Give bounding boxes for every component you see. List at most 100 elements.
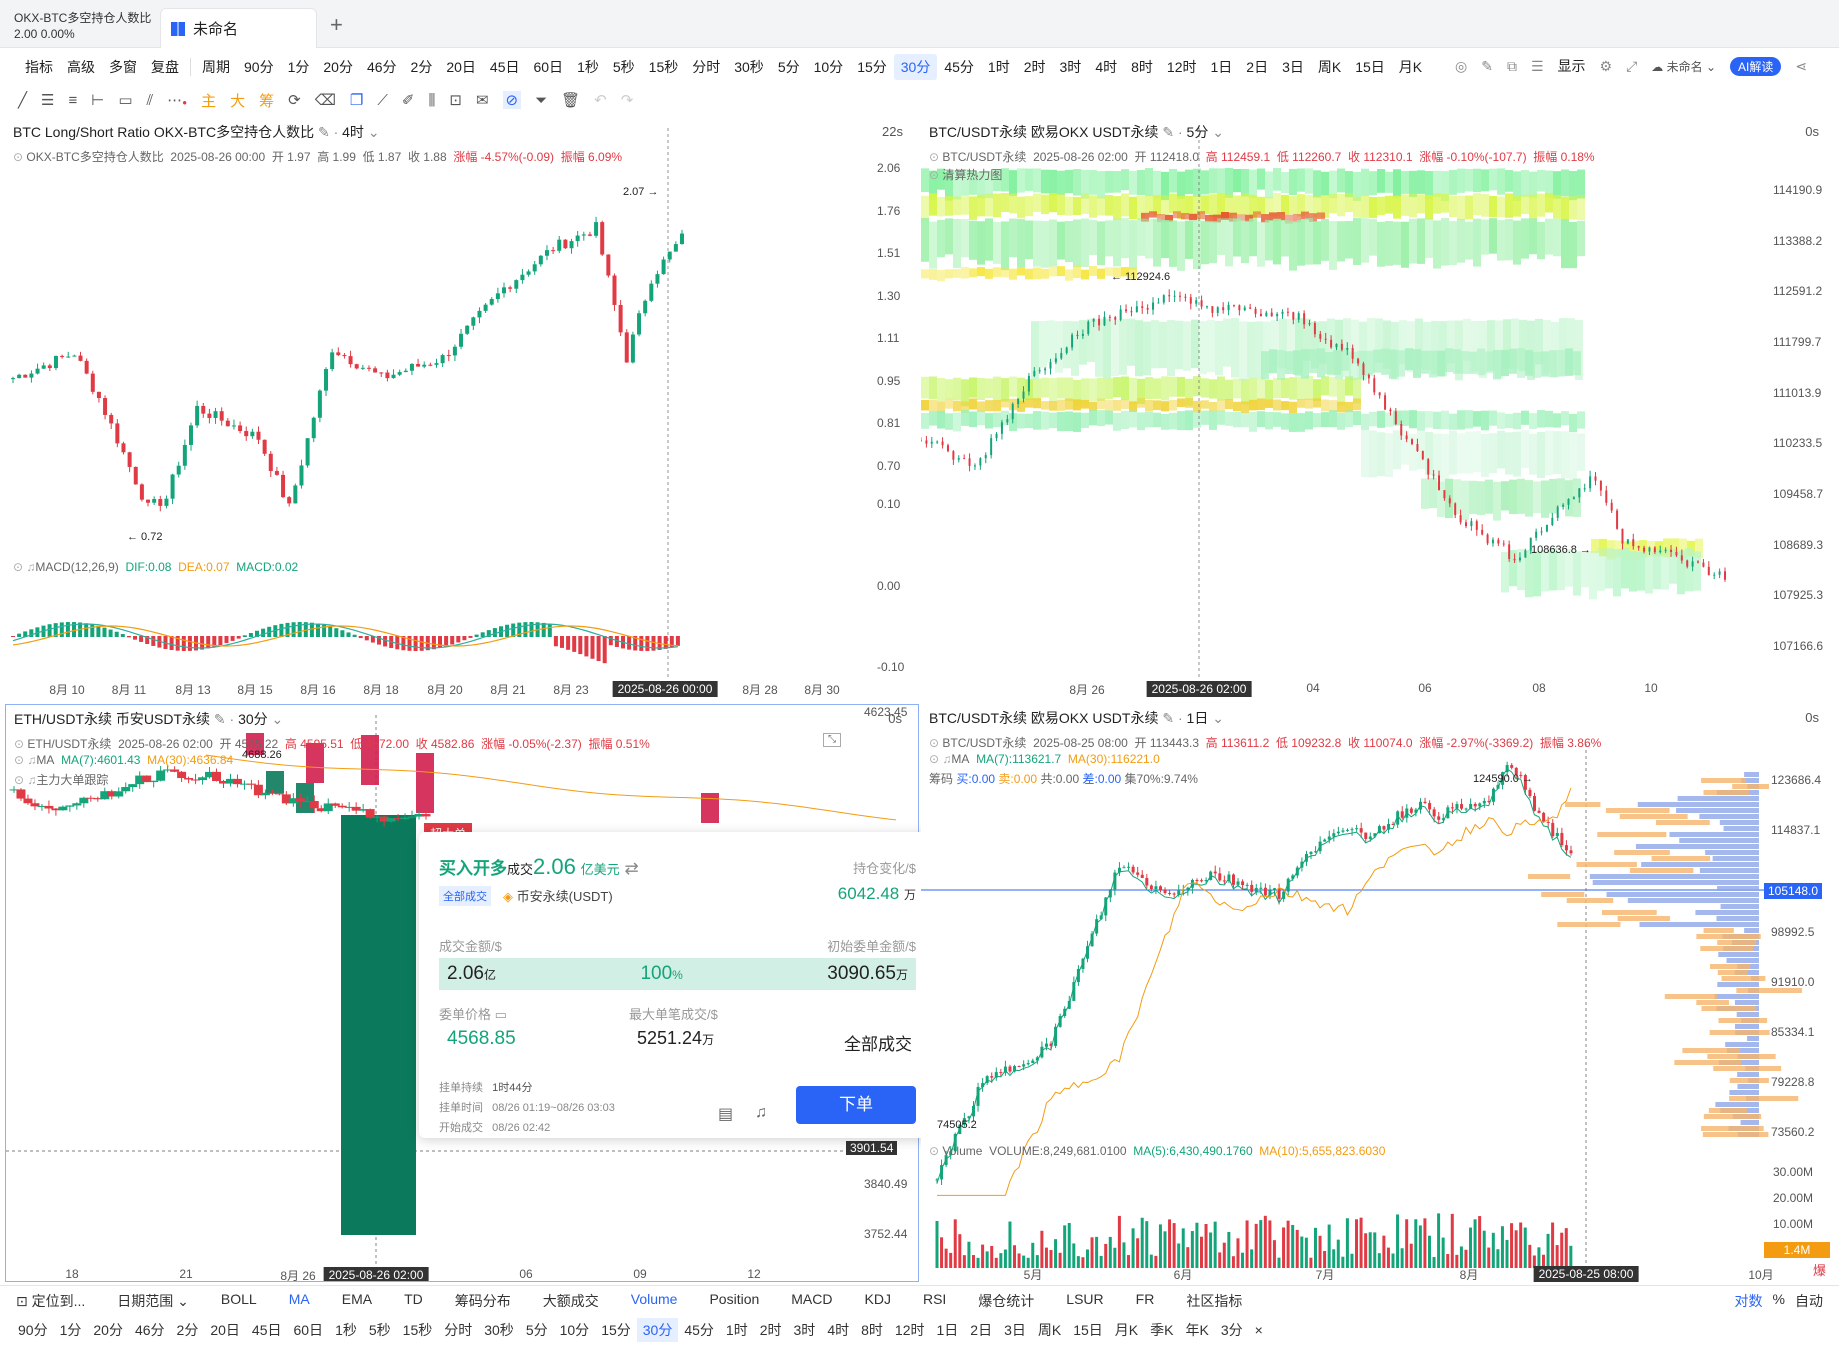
interval-item[interactable]: 12时 (894, 1322, 925, 1338)
toolbar-item[interactable]: 指标 (25, 59, 53, 75)
toolbar-item[interactable]: 2分 (410, 59, 433, 75)
toolbar-item[interactable]: 2时 (1023, 59, 1046, 75)
toolbar-item[interactable]: 45日 (489, 59, 520, 75)
toolbar-item[interactable]: 1分 (287, 59, 310, 75)
ray-icon[interactable]: ⊢ (91, 92, 105, 109)
list-icon[interactable]: ☰ (1530, 57, 1544, 74)
interval-item[interactable]: 2时 (759, 1322, 782, 1338)
interval-item[interactable]: 4时 (827, 1322, 850, 1338)
panel-interval[interactable]: 5分 (1186, 124, 1209, 140)
main-chip[interactable]: 主 (201, 92, 217, 110)
indicator-item[interactable]: 社区指标 (1186, 1292, 1243, 1309)
indicator-item[interactable]: 大额成交 (542, 1292, 599, 1309)
collapse-icon[interactable]: ⤡ (823, 733, 841, 747)
interval-item[interactable]: 分时 (444, 1322, 473, 1338)
interval-item[interactable]: 30分 (636, 1318, 679, 1342)
panel-interval[interactable]: 30分 (238, 711, 268, 727)
toolbar-item[interactable]: 15日 (1355, 59, 1385, 75)
big-chip[interactable]: 大 (230, 92, 246, 110)
interval-item[interactable]: 2分 (176, 1322, 199, 1338)
log-scale-toggle[interactable]: 对数 (1734, 1292, 1763, 1309)
interval-item[interactable]: 1分 (59, 1322, 82, 1338)
toolbar-item[interactable]: 1秒 (577, 59, 599, 75)
interval-item[interactable]: 2日 (970, 1322, 993, 1338)
layout-tab[interactable]: 未命名 (160, 8, 317, 48)
panel-interval[interactable]: 4时 (342, 124, 364, 140)
big-order-label[interactable]: ⊙ ♫主力大单跟踪 (14, 773, 109, 787)
panel-title[interactable]: BTC Long/Short Ratio OKX-BTC多空持仓人数比 ✎ · … (13, 124, 380, 140)
panel-btc-daily[interactable]: 124590.0 → 74505.2 BTC/USDT永续 欧易OKX USDT永… (921, 704, 1835, 1282)
trendline-icon[interactable]: ╱ (18, 92, 28, 109)
fib-icon[interactable]: ⫽ (146, 91, 154, 109)
interval-item[interactable]: 1日 (936, 1322, 959, 1338)
pen-icon[interactable]: ✎ (1481, 57, 1493, 74)
camera-icon[interactable]: ◎ (1455, 57, 1468, 74)
trash-icon[interactable]: 🗑 (561, 92, 581, 109)
btc-daily-chart[interactable]: 124590.0 →74505.2 (921, 704, 1835, 1282)
display-button[interactable]: 显示 (1557, 58, 1586, 74)
popout-icon[interactable]: ⧉ (1506, 57, 1517, 74)
note-icon[interactable]: ✉ (475, 92, 489, 109)
candle-icon[interactable]: ⫼ (428, 91, 436, 109)
eth-chart[interactable] (6, 705, 919, 1282)
interval-item[interactable]: 45日 (251, 1322, 282, 1338)
interval-item[interactable]: 3日 (1004, 1322, 1026, 1338)
eraser-icon[interactable]: ⌫ (314, 92, 336, 109)
toolbar-item[interactable]: 5秒 (612, 59, 635, 75)
toolbar-item[interactable]: 周期 (202, 59, 230, 75)
indicator-item[interactable]: Volume (630, 1290, 678, 1307)
interval-item[interactable]: 20分 (93, 1322, 123, 1338)
toolbar-item[interactable]: 5分 (777, 59, 800, 75)
interval-item[interactable]: 15秒 (402, 1322, 433, 1338)
interval-item[interactable]: 3时 (793, 1322, 816, 1338)
undo-icon[interactable]: ↶ (594, 92, 607, 109)
bell-icon[interactable]: ♫ (755, 1104, 767, 1121)
interval-item[interactable]: 90分 (18, 1322, 48, 1338)
settings-icon[interactable]: ⚙ (1599, 57, 1613, 74)
toolbar-item[interactable]: 20分 (323, 59, 353, 75)
toolbar-item[interactable]: 30分 (893, 54, 938, 80)
interval-item[interactable]: 周K (1037, 1322, 1062, 1338)
more-icon[interactable]: ⋯● (167, 92, 188, 109)
toolbar-item[interactable]: 周K (1317, 59, 1342, 75)
hline-icon[interactable]: ☰ (41, 92, 55, 109)
panel-eth[interactable]: ETH/USDT永续 币安USDT永续 ✎ · 30分 ⌄ 0s ⊙ ETH/U… (5, 704, 919, 1282)
chip-chip[interactable]: 筹 (259, 92, 275, 110)
toolbar-item[interactable]: 46分 (366, 59, 397, 75)
toolbar-item[interactable]: 高级 (67, 59, 95, 75)
toolbar-item[interactable]: 3时 (1059, 59, 1082, 75)
toolbar-item[interactable]: 90分 (244, 59, 274, 75)
toolbar-item[interactable]: 20日 (446, 59, 476, 75)
toolbar-item[interactable]: 1时 (987, 59, 1010, 75)
swap-icon[interactable]: ⇄ (624, 859, 639, 878)
panel-interval[interactable]: 1日 (1186, 710, 1209, 726)
toolbar-item[interactable]: 60日 (533, 59, 564, 75)
share-icon[interactable]: ⋖ (1795, 57, 1808, 74)
filter-icon[interactable]: ⏷ (535, 91, 548, 109)
toolbar-item[interactable]: 45分 (944, 59, 974, 75)
interval-item[interactable]: 1时 (725, 1322, 748, 1338)
toolbar-item[interactable]: 15秒 (648, 59, 679, 75)
order-button[interactable]: 下单 (796, 1086, 916, 1124)
interval-item[interactable]: 8时 (861, 1322, 883, 1338)
percent-scale-toggle[interactable]: % (1772, 1290, 1785, 1307)
rect-icon[interactable]: ▭ (118, 92, 133, 109)
toolbar-item[interactable]: 4时 (1095, 59, 1118, 75)
heatmap-label[interactable]: ⊙ 清算热力图 (929, 168, 1003, 182)
interval-item[interactable]: 46分 (134, 1322, 165, 1338)
toolbar-item[interactable]: 12时 (1166, 59, 1197, 75)
locate-button[interactable]: ⊡ 定位到... (0, 1291, 101, 1311)
panel-long-short-ratio[interactable]: BTC Long/Short Ratio OKX-BTC多空持仓人数比 ✎ · … (5, 118, 919, 702)
panel-title[interactable]: ETH/USDT永续 币安USDT永续 ✎ · 30分 ⌄ (14, 711, 284, 727)
toolbar-item[interactable]: 2日 (1246, 59, 1269, 75)
indicator-item[interactable]: LSUR (1066, 1290, 1104, 1307)
interval-item[interactable]: 1秒 (335, 1322, 357, 1338)
toolbar-item[interactable]: 30秒 (734, 59, 764, 75)
indicator-item[interactable]: TD (404, 1290, 423, 1307)
interval-item[interactable]: 30秒 (484, 1322, 514, 1338)
add-tab-button[interactable]: + (330, 12, 343, 37)
indicator-item[interactable]: RSI (922, 1290, 947, 1307)
ai-button[interactable]: AI解读 (1730, 56, 1782, 76)
ruler-icon[interactable]: ⟋ (377, 91, 388, 109)
fullscreen-icon[interactable]: ⤢ (1626, 57, 1638, 74)
